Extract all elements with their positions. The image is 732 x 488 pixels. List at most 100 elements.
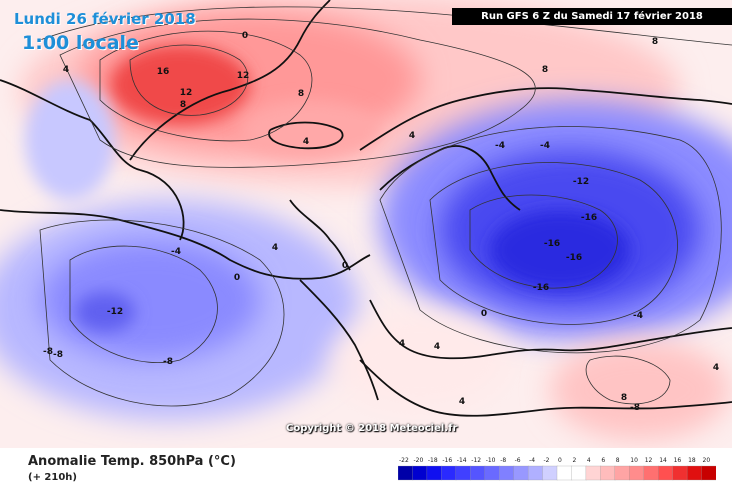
contour-label: 16 xyxy=(157,67,170,77)
contour-line xyxy=(129,44,249,116)
contour-label: 0 xyxy=(242,31,248,41)
contour-label: 0 xyxy=(234,273,240,283)
legend-swatch xyxy=(643,465,659,481)
contour-line xyxy=(469,194,618,289)
contour-label: -8 xyxy=(163,357,173,367)
legend-swatch xyxy=(542,465,558,481)
legend-tick-label: 8 xyxy=(616,457,620,464)
legend-swatch xyxy=(658,465,674,481)
legend-swatch xyxy=(441,465,457,481)
contour-label: 4 xyxy=(399,339,405,349)
legend-swatch xyxy=(585,465,602,481)
legend-tick-label: 16 xyxy=(674,457,682,464)
scandinavia-coast xyxy=(379,145,521,211)
contour-line xyxy=(429,162,678,325)
forecast-date: Lundi 26 février 2018 xyxy=(14,10,196,28)
legend-swatch xyxy=(455,465,471,481)
contour-line xyxy=(39,6,732,46)
legend-tick-label: 20 xyxy=(703,457,711,464)
contour-label: -8 xyxy=(53,350,63,360)
contour-label: -4 xyxy=(171,247,181,257)
variable-title: Anomalie Temp. 850hPa (°C) xyxy=(28,454,236,469)
legend-tick-label: 4 xyxy=(587,457,591,464)
contour-label: 0 xyxy=(481,309,487,319)
legend-swatch xyxy=(629,465,645,481)
contour-label: 8 xyxy=(621,393,627,403)
legend-swatch xyxy=(527,465,544,481)
legend-swatch xyxy=(672,465,688,481)
legend-tick-label: -4 xyxy=(529,457,535,464)
legend-tick-labels: -22 -20 -18 -16 -14 -12 -10 -8 -6 -4 -2 0 2 4 6 8 10 12 14… xyxy=(399,457,710,464)
contour-label: 8 xyxy=(298,89,304,99)
contour-label: -8 xyxy=(630,403,640,413)
legend-swatch xyxy=(701,465,716,481)
legend-tick-label: -8 xyxy=(500,457,506,464)
canada-coast xyxy=(0,79,141,171)
contour-label: -12 xyxy=(107,307,123,317)
temperature-anomaly-map: 16 12 12 8 8 8 8 4 4 4 4 0 0 0 0 -4 -4 -… xyxy=(0,0,732,448)
legend-tick-label: 0 xyxy=(558,457,562,464)
warm-anomaly-middle-east xyxy=(550,340,730,440)
color-legend: -22 -20 -18 -16 -14 -12 -10 -8 -6 -4 -2 0 2 4 6 8 10 12 14… xyxy=(398,457,716,481)
uk-coast xyxy=(289,199,351,271)
contour-label: 8 xyxy=(180,100,186,110)
contour-label: 4 xyxy=(409,131,415,141)
warm-anomaly-greenland xyxy=(110,45,250,125)
legend-swatch xyxy=(499,465,515,481)
coastlines xyxy=(0,0,732,417)
scandinavia-north-coast xyxy=(359,87,732,151)
legend-tick-label: 18 xyxy=(688,457,696,464)
legend-tick-label: -2 xyxy=(544,457,550,464)
north-africa-coast xyxy=(359,359,732,417)
legend-tick-label: 12 xyxy=(645,457,653,464)
contour-label: 4 xyxy=(434,342,440,352)
greenland-south-coast xyxy=(139,169,185,241)
legend-tick-label: 2 xyxy=(573,457,577,464)
mediterranean-north-coast xyxy=(369,299,732,360)
contour-line xyxy=(379,126,722,354)
cold-anomaly-atlantic-center xyxy=(75,292,135,332)
legend-swatch xyxy=(513,465,529,481)
legend-tick-label: -22 xyxy=(399,457,409,464)
legend-tick-label: -10 xyxy=(486,457,496,464)
legend-swatch xyxy=(614,465,630,481)
contour-label: 4 xyxy=(459,397,465,407)
contour-label: 4 xyxy=(63,65,69,75)
lead-time: (+ 210h) xyxy=(28,472,77,483)
legend-tick-label: -20 xyxy=(414,457,424,464)
iceland-coast xyxy=(268,121,344,150)
contour-lines xyxy=(39,6,732,407)
contour-line xyxy=(59,18,536,168)
contour-label: 8 xyxy=(652,37,658,47)
legend-swatch xyxy=(398,465,414,481)
legend-swatch xyxy=(470,465,486,481)
contour-label: -16 xyxy=(566,253,582,263)
legend-tick-label: -16 xyxy=(442,457,452,464)
forecast-time: 1:00 locale xyxy=(22,32,139,54)
atlantic-front-line xyxy=(0,209,371,280)
contour-line xyxy=(39,219,285,407)
legend-swatch xyxy=(484,465,500,481)
legend-tick-label: 10 xyxy=(630,457,638,464)
contour-label: -12 xyxy=(573,177,589,187)
cold-anomaly-canada xyxy=(25,80,115,200)
contour-label: 12 xyxy=(180,88,193,98)
contour-line xyxy=(99,30,313,142)
legend-tick-label: -6 xyxy=(515,457,521,464)
contour-label: -8 xyxy=(43,347,53,357)
contour-label: -4 xyxy=(495,141,505,151)
legend-swatch xyxy=(600,465,616,481)
legend-swatch xyxy=(686,465,703,481)
contour-label: 4 xyxy=(272,243,278,253)
legend-swatch xyxy=(412,465,428,481)
anomaly-field xyxy=(0,0,732,440)
legend-tick-label: 14 xyxy=(659,457,667,464)
legend-swatches xyxy=(398,465,716,481)
warm-anomaly-iceland xyxy=(240,100,380,160)
contour-labels: 16 12 12 8 8 8 8 4 4 4 4 0 0 0 0 -4 -4 -… xyxy=(43,31,719,413)
contour-line xyxy=(69,245,218,363)
contour-label: 8 xyxy=(542,65,548,75)
contour-line xyxy=(585,355,671,405)
cold-anomaly-europe-center xyxy=(490,210,630,290)
